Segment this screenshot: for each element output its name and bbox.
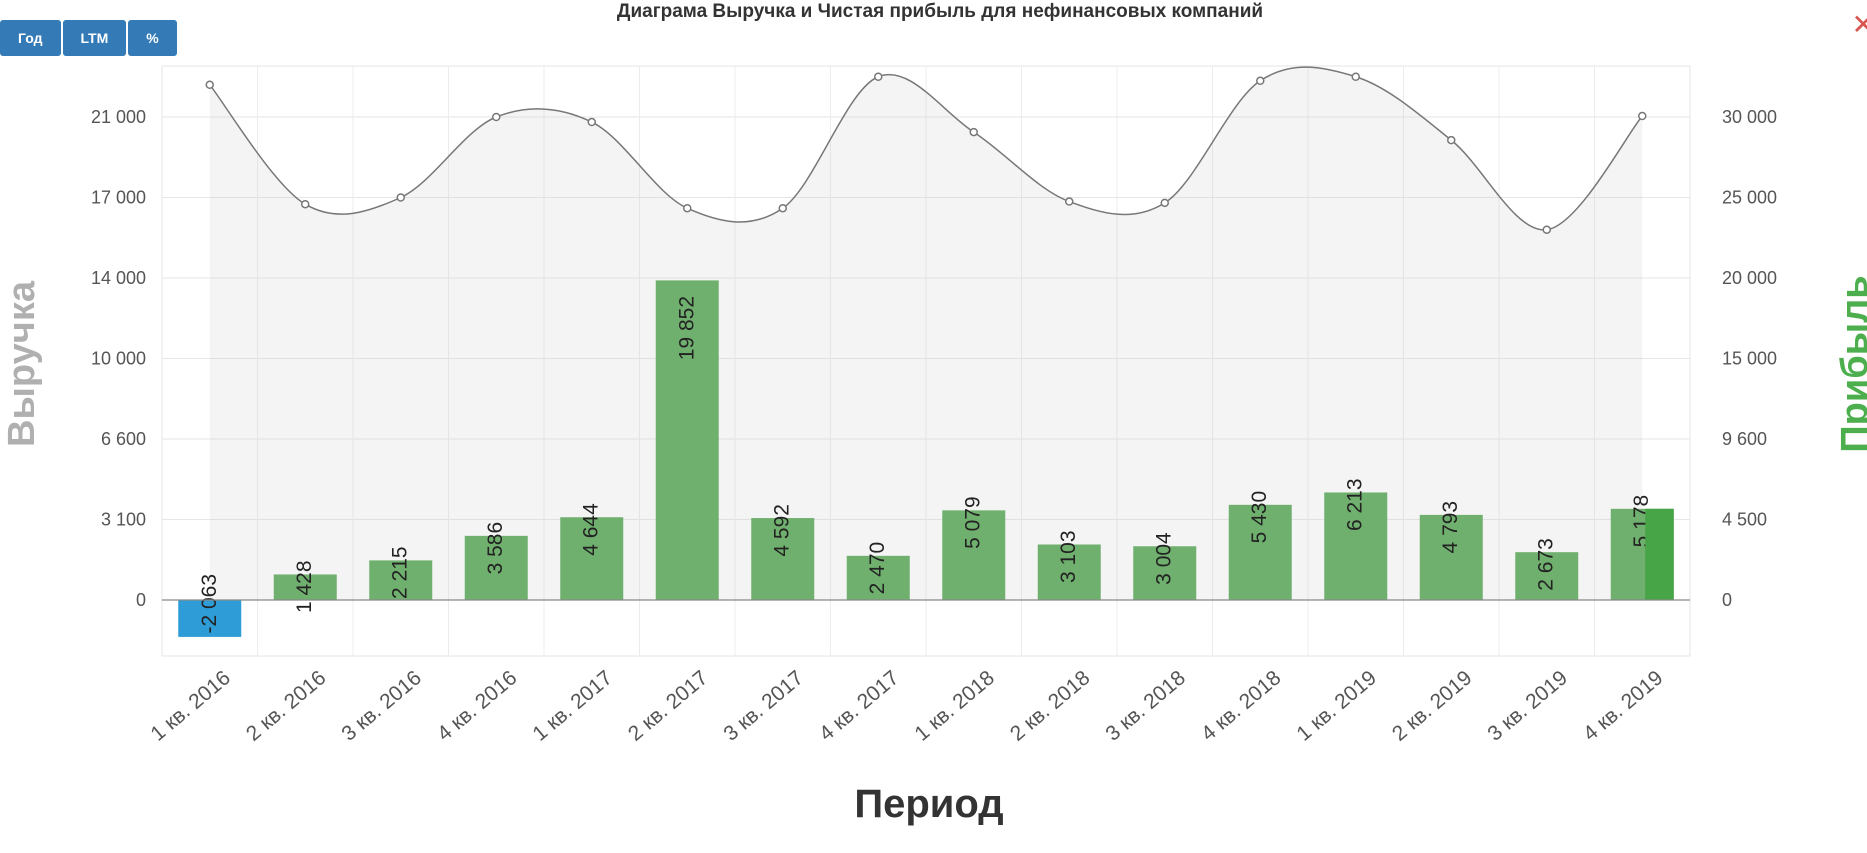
x-tick-label: 2 кв. 2019	[1388, 666, 1477, 745]
right-tick-label: 20 000	[1722, 268, 1777, 288]
x-tick-label: 3 кв. 2018	[1101, 666, 1190, 745]
x-tick-label: 4 кв. 2017	[815, 666, 904, 745]
x-tick-label: 2 кв. 2016	[242, 666, 331, 745]
revenue-point[interactable]	[587, 117, 596, 127]
profit-bar[interactable]	[1419, 514, 1483, 600]
profit-data-label: 3 103	[1057, 530, 1080, 583]
revenue-point[interactable]	[1351, 72, 1360, 81]
revenue-point[interactable]	[874, 72, 883, 81]
left-tick-label: 6 600	[101, 429, 146, 449]
right-tick-label: 9 600	[1722, 429, 1767, 449]
y-axis-left-label: Выручка	[1, 280, 43, 447]
x-tick-label: 2 кв. 2017	[624, 666, 713, 745]
revenue-point[interactable]	[1256, 76, 1265, 86]
right-tick-label: 25 000	[1722, 188, 1777, 208]
profit-data-label: 2 215	[389, 546, 412, 599]
x-tick-label: 3 кв. 2019	[1483, 666, 1572, 745]
x-tick-label: 1 кв. 2017	[528, 666, 617, 745]
left-tick-label: 0	[136, 590, 146, 610]
profit-bar[interactable]	[1515, 552, 1579, 600]
revenue-point[interactable]	[1065, 197, 1074, 206]
revenue-point[interactable]	[396, 193, 405, 202]
right-tick-label: 15 000	[1722, 349, 1777, 369]
profit-bar-highlight	[1645, 508, 1674, 600]
profit-data-label: 2 673	[1535, 538, 1558, 591]
left-tick-label: 3 100	[101, 510, 146, 530]
revenue-area	[209, 67, 1643, 601]
year-button[interactable]: Год	[0, 20, 61, 56]
x-tick-label: 4 кв. 2016	[433, 666, 522, 745]
revenue-point[interactable]	[778, 203, 787, 213]
profit-data-label: 2 470	[866, 542, 889, 595]
period-button-group: Год LTM %	[0, 20, 177, 56]
profit-data-label: 3 004	[1153, 532, 1176, 585]
profit-bar[interactable]	[751, 518, 815, 600]
left-tick-label: 17 000	[91, 188, 146, 208]
profit-data-label: -2 063	[198, 574, 221, 634]
profit-bar[interactable]	[464, 535, 528, 600]
x-tick-label: 4 кв. 2018	[1197, 666, 1286, 745]
x-tick-label: 1 кв. 2019	[1292, 666, 1381, 745]
revenue-point[interactable]	[301, 199, 310, 209]
revenue-point[interactable]	[969, 127, 978, 137]
profit-data-label: 4 592	[771, 504, 794, 557]
x-tick-label: 2 кв. 2018	[1006, 666, 1095, 745]
x-tick-label: 1 кв. 2016	[146, 666, 235, 745]
revenue-point[interactable]	[1447, 135, 1456, 145]
profit-data-label: 1 428	[293, 560, 316, 613]
profit-data-label: 5 079	[962, 496, 985, 549]
right-tick-label: 30 000	[1722, 107, 1777, 127]
right-tick-label: 4 500	[1722, 510, 1767, 530]
plot-area: 21 000 30 000 17 000 25 000 14 000 20 000 10 0…	[91, 65, 1777, 746]
chart-title: Диаграма Выручка и Чистая прибыль для не…	[617, 1, 1263, 22]
x-tick-label: 3 кв. 2017	[719, 666, 808, 745]
profit-bar[interactable]	[1133, 546, 1197, 600]
profit-bar[interactable]	[655, 280, 719, 600]
percent-button[interactable]: %	[128, 20, 177, 56]
right-tick-label: 0	[1722, 590, 1732, 610]
profit-data-label: 3 586	[484, 522, 507, 575]
profit-bar[interactable]	[273, 574, 337, 600]
revenue-line	[209, 66, 1643, 231]
profit-bar[interactable]	[1037, 544, 1101, 600]
left-tick-label: 14 000	[91, 268, 146, 288]
profit-data-label: 19 852	[675, 296, 698, 360]
left-tick-label: 10 000	[91, 349, 146, 369]
close-icon[interactable]: ✕	[1851, 8, 1867, 41]
y-axis-right-label: Прибыль	[1834, 275, 1867, 452]
profit-bar[interactable]	[369, 560, 433, 600]
revenue-point[interactable]	[1160, 198, 1169, 208]
profit-data-label: 5 430	[1248, 491, 1271, 544]
profit-data-label: 4 793	[1439, 501, 1462, 554]
x-tick-label: 3 кв. 2016	[337, 666, 426, 745]
x-axis-label: Период	[854, 782, 1003, 826]
profit-data-label: 4 644	[580, 503, 603, 556]
profit-bar[interactable]	[1228, 504, 1292, 600]
ltm-button[interactable]: LTM	[62, 20, 127, 56]
profit-bar[interactable]	[942, 510, 1006, 600]
profit-bar[interactable]	[1324, 492, 1388, 600]
profit-data-label: 6 213	[1344, 478, 1367, 531]
x-tick-label: 4 кв. 2019	[1579, 666, 1668, 745]
x-tick-label: 1 кв. 2018	[910, 666, 999, 745]
revenue-point[interactable]	[205, 80, 214, 90]
profit-bar[interactable]	[846, 555, 910, 600]
revenue-point[interactable]	[492, 112, 501, 122]
revenue-point[interactable]	[683, 203, 692, 213]
revenue-point[interactable]	[1638, 111, 1647, 121]
left-tick-label: 21 000	[91, 107, 146, 127]
profit-bar[interactable]	[560, 517, 624, 600]
revenue-point[interactable]	[1542, 225, 1551, 234]
profit-bar[interactable]	[178, 600, 242, 637]
